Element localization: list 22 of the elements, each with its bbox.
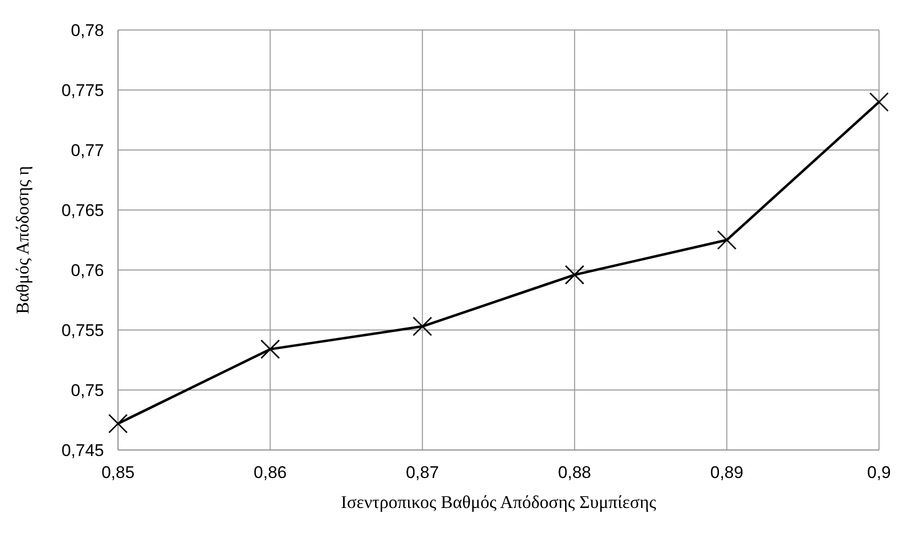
point [717, 230, 737, 250]
x-tick-label: 0,87 [406, 463, 439, 482]
point [412, 316, 432, 336]
x-tick-label: 0,89 [710, 463, 744, 482]
y-tick-label: 0,75 [70, 381, 104, 400]
x-tick-label: 0,86 [254, 463, 287, 482]
point [869, 92, 889, 112]
y-tick-label: 0,76 [70, 261, 104, 280]
x-tick-label: 0,9 [867, 463, 891, 482]
y-axis-title: Βαθμός Απόδοσης η [12, 166, 32, 314]
x-axis-title: Ισεντροπικος Βαθμός Απόδοσης Συμπίεσης [340, 492, 656, 512]
point [564, 265, 584, 285]
point [260, 339, 280, 359]
y-tick-label: 0,745 [61, 441, 104, 460]
point [108, 414, 128, 434]
y-tick-label: 0,775 [61, 81, 104, 100]
y-tick-label: 0,765 [61, 201, 104, 220]
y-tick-label: 0,77 [70, 141, 104, 160]
y-tick-label: 0,78 [70, 21, 104, 40]
x-tick-label: 0,88 [558, 463, 592, 482]
y-tick-label: 0,755 [61, 321, 104, 340]
x-tick-label: 0,85 [101, 463, 135, 482]
